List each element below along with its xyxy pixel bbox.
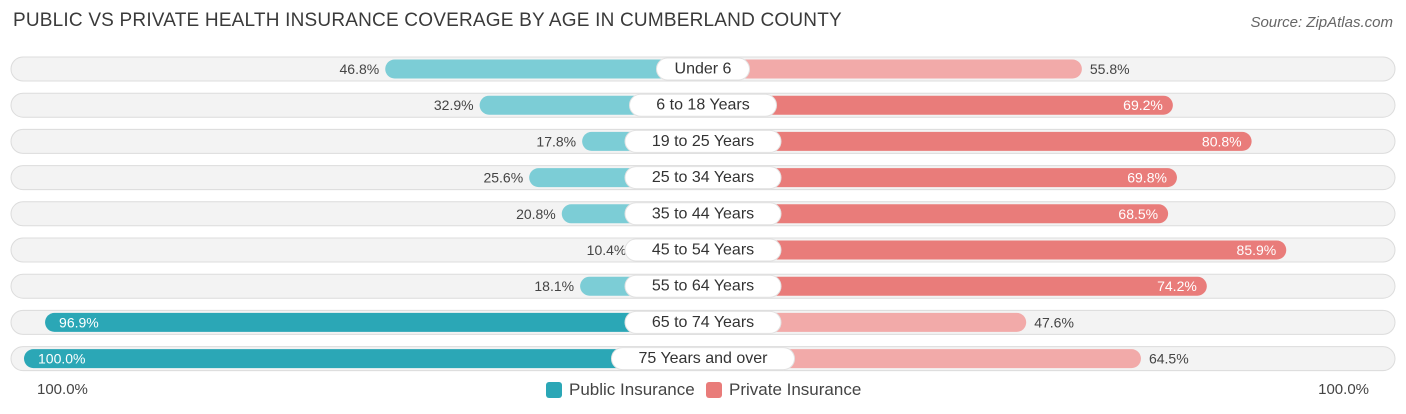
bar-private	[703, 59, 1082, 79]
legend-swatch-private	[706, 382, 722, 398]
category-pill	[611, 347, 795, 371]
category-pill	[624, 202, 782, 226]
data-label-public: 32.9%	[434, 97, 474, 113]
legend-label-public: Public Insurance	[569, 380, 695, 399]
category-pill	[624, 129, 782, 153]
axis-left-label: 100.0%	[37, 381, 88, 398]
legend-label-private: Private Insurance	[729, 380, 862, 399]
axis-right-label: 100.0%	[1318, 381, 1369, 398]
data-label-private: 64.5%	[1149, 351, 1189, 367]
category-pill	[629, 93, 777, 117]
data-label-private: 69.8%	[1127, 170, 1167, 186]
bar-private	[703, 204, 1169, 224]
category-label: 75 Years and over	[639, 350, 769, 367]
bar-private	[703, 276, 1207, 296]
data-label-private: 85.9%	[1237, 242, 1277, 258]
data-label-public: 17.8%	[536, 133, 576, 149]
data-label-private: 80.8%	[1202, 133, 1242, 149]
bar-private	[703, 240, 1287, 260]
chart-legend: Public Insurance Private Insurance	[0, 378, 1406, 402]
legend-item-public: Public Insurance	[546, 380, 695, 400]
data-label-public: 18.1%	[534, 278, 574, 294]
category-pill	[624, 310, 782, 334]
chart-title: PUBLIC VS PRIVATE HEALTH INSURANCE COVER…	[13, 10, 842, 31]
category-pill	[624, 274, 782, 298]
data-label-public: 10.4%	[587, 242, 627, 258]
bar-private	[703, 131, 1252, 151]
bar-private	[703, 168, 1177, 188]
category-pill	[624, 166, 782, 190]
category-label: 6 to 18 Years	[656, 97, 749, 114]
category-pill	[624, 238, 782, 262]
data-label-public: 96.9%	[59, 314, 99, 330]
category-label: 65 to 74 Years	[652, 314, 754, 331]
data-label-public: 100.0%	[38, 351, 85, 367]
data-label-public: 20.8%	[516, 206, 556, 222]
data-label-private: 74.2%	[1157, 278, 1197, 294]
bar-public	[45, 312, 703, 332]
category-label: 35 to 44 Years	[652, 205, 754, 222]
bar-private	[703, 95, 1173, 115]
bar-public	[385, 59, 703, 79]
data-label-private: 55.8%	[1090, 61, 1130, 77]
category-label: 55 to 64 Years	[652, 278, 754, 295]
legend-item-private: Private Insurance	[706, 380, 861, 400]
chart-plot: 46.8% 55.8% Under 6 32.9% 69.2% 6 to 18 Years…	[10, 56, 1396, 372]
bar-private	[703, 349, 1141, 369]
category-label: 25 to 34 Years	[652, 169, 754, 186]
legend-swatch-public	[546, 382, 562, 398]
chart-source: Source: ZipAtlas.com	[1250, 14, 1393, 31]
data-label-public: 46.8%	[340, 61, 380, 77]
data-label-private: 68.5%	[1118, 206, 1158, 222]
bar-private	[703, 312, 1027, 332]
data-label-private: 47.6%	[1034, 314, 1074, 330]
data-label-private: 69.2%	[1123, 97, 1163, 113]
category-pill	[656, 57, 750, 81]
data-label-public: 25.6%	[483, 170, 523, 186]
bar-public	[24, 349, 703, 369]
category-label: 45 to 54 Years	[652, 242, 754, 259]
category-label: Under 6	[675, 61, 732, 78]
category-label: 19 to 25 Years	[652, 133, 754, 150]
